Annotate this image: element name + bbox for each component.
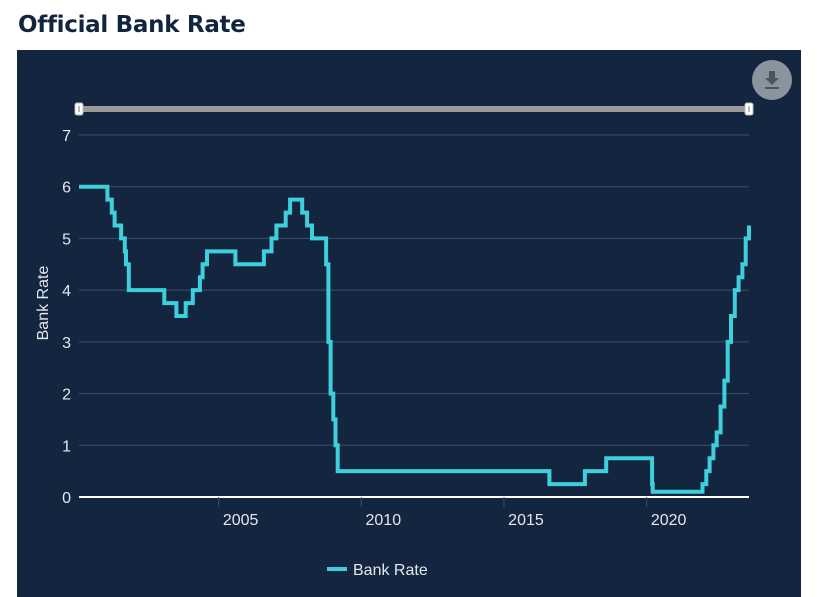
y-tick-label-3: 3 bbox=[62, 335, 71, 352]
y-tick-label-1: 1 bbox=[62, 438, 71, 455]
y-tick-label-4: 4 bbox=[62, 283, 71, 300]
y-tick-label-6: 6 bbox=[62, 180, 71, 197]
series-line-bank-rate[interactable] bbox=[79, 184, 751, 494]
y-tick-label-2: 2 bbox=[62, 387, 71, 404]
range-navigator[interactable] bbox=[74, 102, 754, 116]
y-tick-label-5: 5 bbox=[62, 231, 71, 248]
x-tick-label-2020: 2020 bbox=[651, 512, 687, 529]
legend[interactable]: Bank Rate bbox=[327, 562, 428, 579]
chart-panel: 0 1 2 3 4 5 6 7 2005 2010 2015 2020 Bank Rate Bank… bbox=[17, 50, 801, 597]
download-button[interactable] bbox=[752, 60, 792, 100]
range-navigator-bar[interactable] bbox=[79, 106, 749, 112]
legend-label-bank-rate[interactable]: Bank Rate bbox=[353, 562, 428, 579]
y-axis-label: Bank Rate bbox=[35, 266, 52, 341]
y-tick-label-0: 0 bbox=[62, 490, 71, 507]
download-icon bbox=[765, 71, 779, 89]
x-tick-label-2010: 2010 bbox=[366, 512, 402, 529]
x-tick-label-2005: 2005 bbox=[223, 512, 259, 529]
page-title: Official Bank Rate bbox=[18, 12, 246, 38]
x-tick-label-2015: 2015 bbox=[508, 512, 544, 529]
bank-rate-chart: 0 1 2 3 4 5 6 7 2005 2010 2015 2020 Bank Rate Bank… bbox=[35, 102, 754, 579]
y-tick-label-7: 7 bbox=[62, 128, 71, 145]
